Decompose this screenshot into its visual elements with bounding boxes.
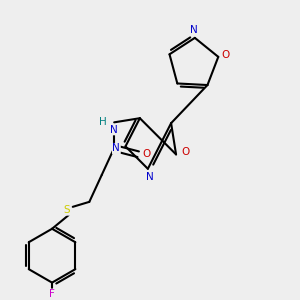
Text: N: N (190, 25, 197, 34)
Text: N: N (146, 172, 154, 182)
Text: S: S (63, 205, 70, 215)
Text: O: O (142, 149, 151, 159)
Text: F: F (49, 289, 55, 299)
Text: O: O (222, 50, 230, 60)
Text: O: O (181, 147, 189, 157)
Text: N: N (112, 143, 120, 154)
Text: H: H (99, 117, 106, 127)
Text: N: N (110, 125, 118, 135)
